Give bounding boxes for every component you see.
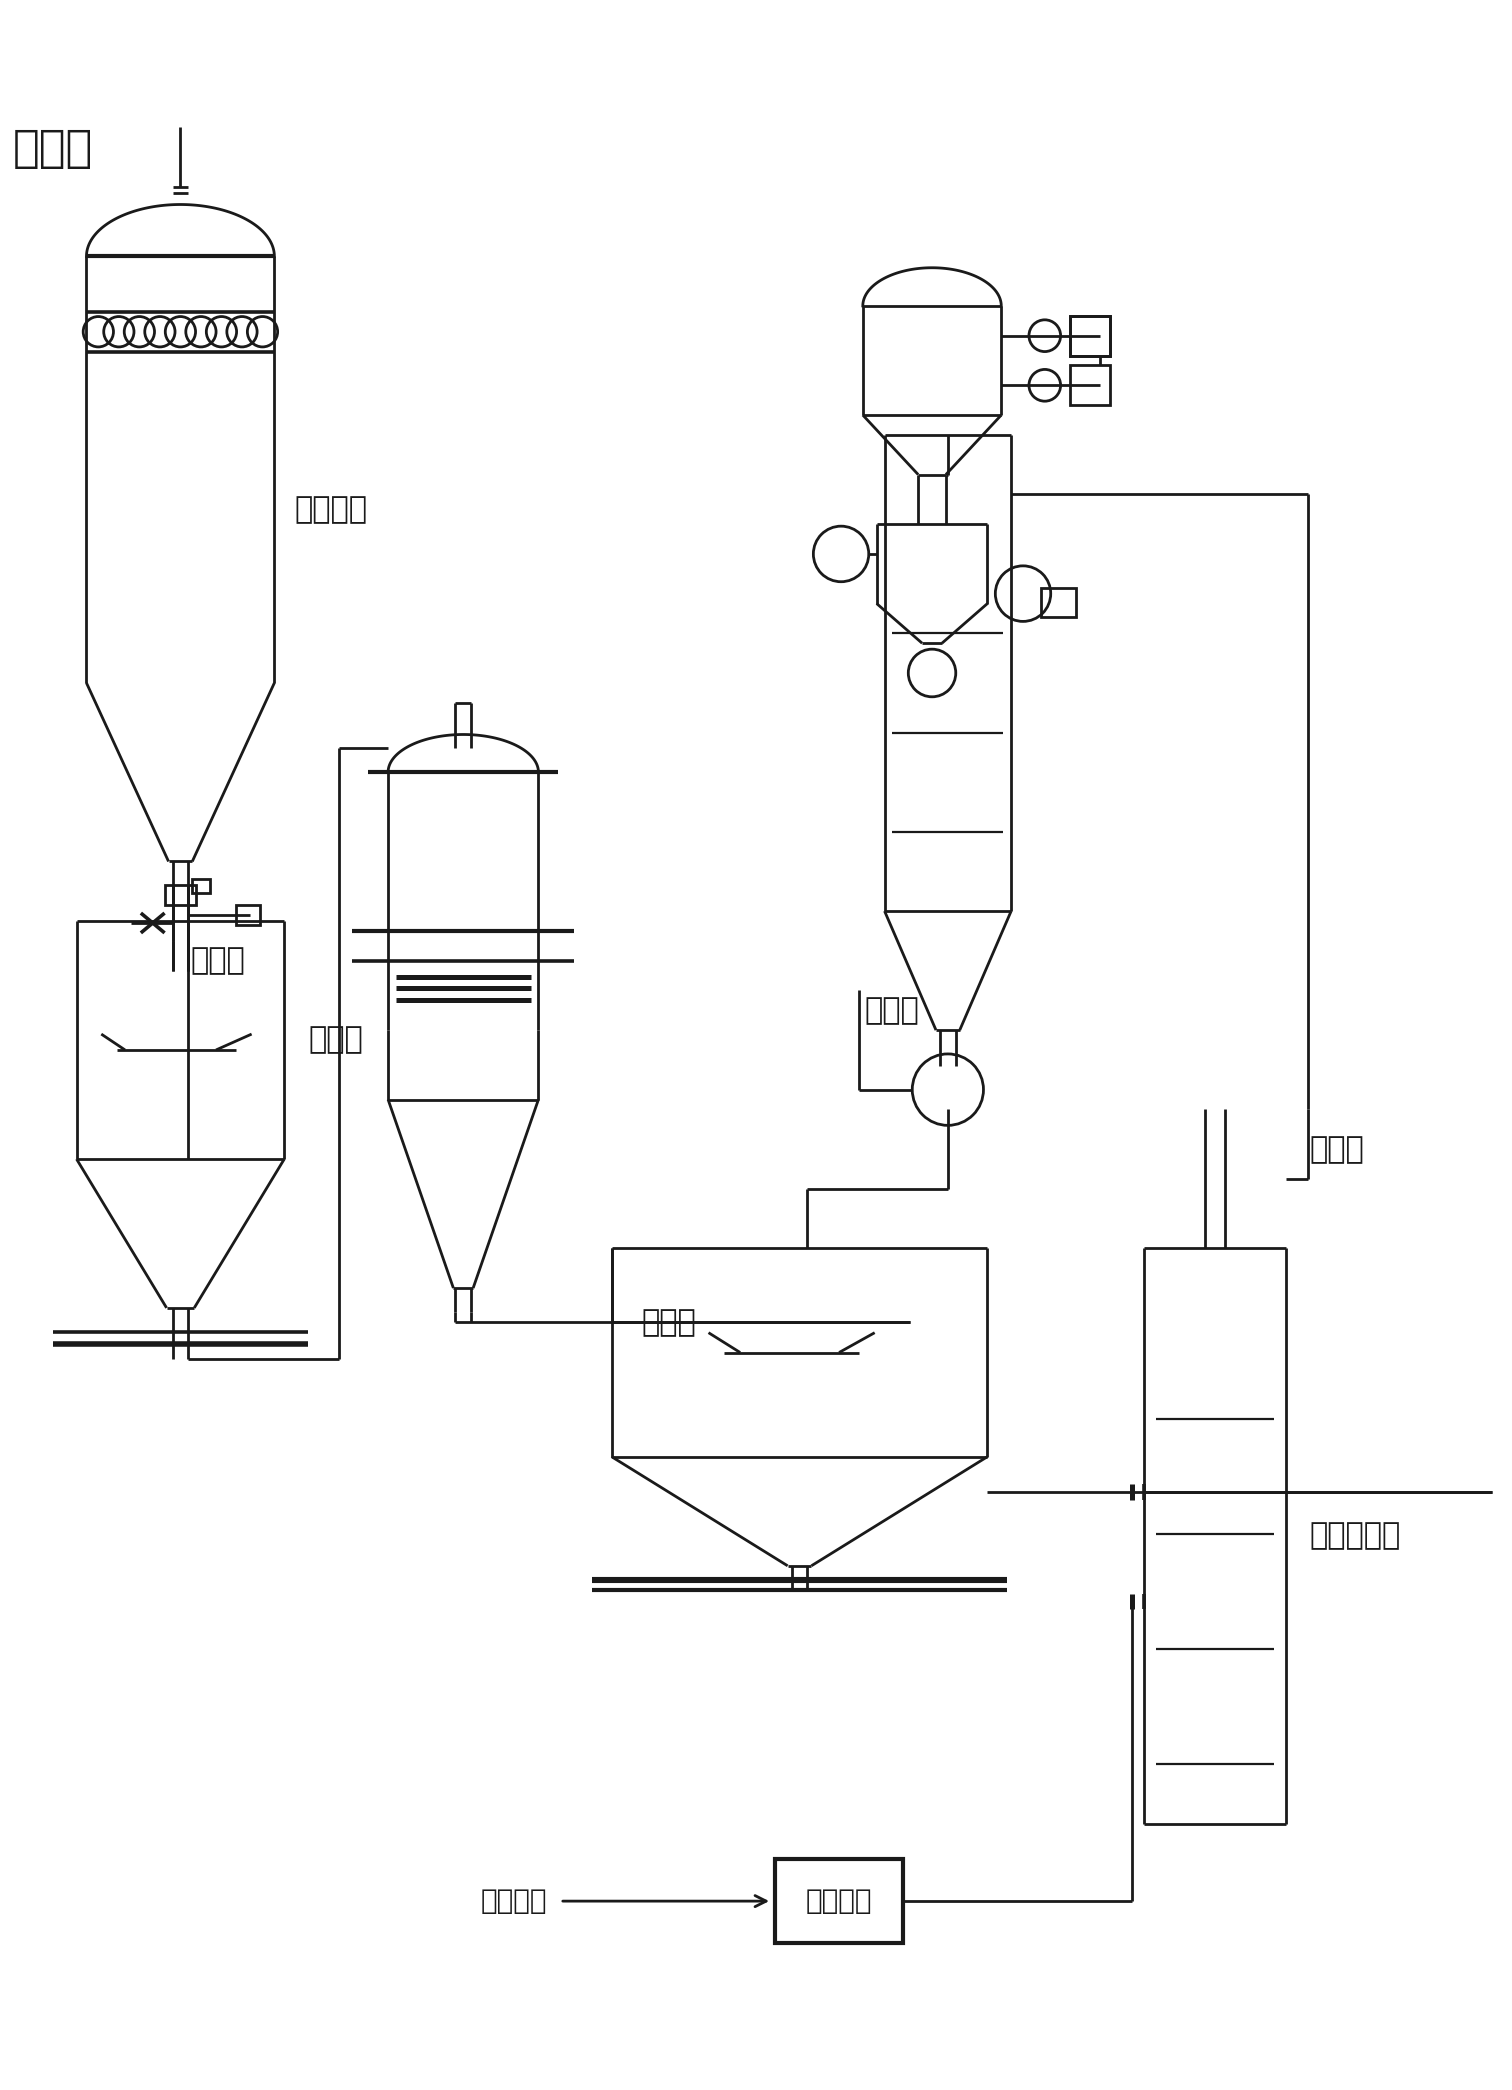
Bar [1070,316,1110,355]
Bar [1070,366,1110,405]
Text: 过滤设备: 过滤设备 [295,495,367,525]
Bar [165,886,197,905]
Text: 缓冲槽: 缓冲槽 [308,1026,363,1055]
Bar [1040,587,1077,617]
Text: 压缩空气: 压缩空气 [481,1887,547,1914]
Bar [236,905,260,926]
Bar [774,1860,903,1944]
Text: 混合槽: 混合槽 [641,1308,696,1338]
Bar [192,880,210,892]
Text: 去制酸: 去制酸 [1309,1135,1364,1164]
Text: 熔硫釜: 熔硫釜 [191,947,245,976]
Text: 立式焚烧炉: 立式焚烧炉 [1309,1522,1402,1551]
Text: 硫泡沫: 硫泡沫 [12,127,92,171]
Text: 蒸发器: 蒸发器 [865,995,919,1024]
Bar [1070,316,1110,355]
Text: 电加热器: 电加热器 [806,1887,872,1914]
